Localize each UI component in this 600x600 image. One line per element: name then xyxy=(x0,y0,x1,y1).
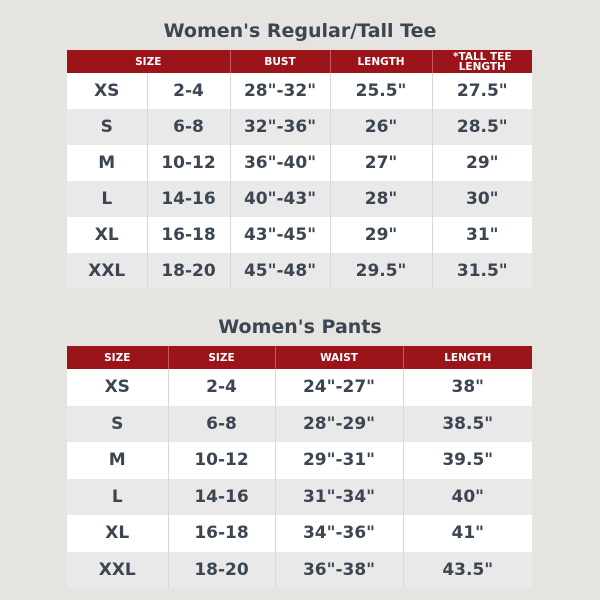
table-cell: 28"-32" xyxy=(229,73,331,109)
table-cell: XS xyxy=(67,369,168,406)
pants-chart-title: Women's Pants xyxy=(218,316,382,338)
table-row: M 10-12 36"-40" 27" 29" xyxy=(67,145,533,181)
table-cell: 18-20 xyxy=(146,253,231,289)
table-cell: S xyxy=(67,109,147,145)
header-size: SIZE xyxy=(67,346,168,369)
header-size-number: SIZE xyxy=(167,346,275,369)
table-cell: L xyxy=(67,478,168,515)
table-cell: 10-12 xyxy=(146,145,231,181)
table-row: XS 2-4 24"-27" 38" xyxy=(67,369,532,406)
table-cell: 34"-36" xyxy=(274,515,403,552)
table-cell: XXL xyxy=(67,253,147,289)
table-row: S 6-8 32"-36" 26" 28.5" xyxy=(67,109,533,145)
header-length: LENGTH xyxy=(329,50,433,73)
table-cell: XL xyxy=(67,217,147,253)
table-cell: 36"-40" xyxy=(229,145,331,181)
table-cell: 16-18 xyxy=(167,515,275,552)
table-cell: XXL xyxy=(67,551,168,588)
table-cell: 31.5" xyxy=(431,253,533,289)
table-cell: 38" xyxy=(402,369,532,406)
table-cell: 27.5" xyxy=(431,73,533,109)
pants-size-table: SIZE SIZE WAIST LENGTH XS 2-4 24"-27" 38" S 6… xyxy=(67,346,532,588)
table-cell: 28" xyxy=(329,181,433,217)
table-cell: 40" xyxy=(402,478,532,515)
table-cell: 31" xyxy=(431,217,533,253)
table-cell: 29"-31" xyxy=(274,442,403,479)
table-cell: 14-16 xyxy=(167,478,275,515)
table-header-row: SIZE SIZE WAIST LENGTH xyxy=(67,346,532,369)
table-cell: 40"-43" xyxy=(229,181,331,217)
table-cell: 36"-38" xyxy=(274,551,403,588)
table-cell: 30" xyxy=(431,181,533,217)
table-cell: XL xyxy=(67,515,168,552)
table-cell: 2-4 xyxy=(146,73,231,109)
table-cell: 18-20 xyxy=(167,551,275,588)
table-cell: 43.5" xyxy=(402,551,532,588)
header-bust: BUST xyxy=(229,50,331,73)
table-cell: 43"-45" xyxy=(229,217,331,253)
table-cell: 10-12 xyxy=(167,442,275,479)
table-cell: 39.5" xyxy=(402,442,532,479)
table-cell: 27" xyxy=(329,145,433,181)
table-cell: S xyxy=(67,405,168,442)
table-cell: 31"-34" xyxy=(274,478,403,515)
header-size: SIZE xyxy=(67,50,231,73)
table-cell: 29" xyxy=(329,217,433,253)
table-cell: 6-8 xyxy=(167,405,275,442)
table-cell: 2-4 xyxy=(167,369,275,406)
table-row: L 14-16 40"-43" 28" 30" xyxy=(67,181,533,217)
table-cell: 29" xyxy=(431,145,533,181)
table-cell: 28.5" xyxy=(431,109,533,145)
tee-size-table: SIZE BUST LENGTH *TALL TEE LENGTH XS 2-4 2… xyxy=(67,50,533,289)
table-header-row: SIZE BUST LENGTH *TALL TEE LENGTH xyxy=(67,50,533,73)
table-row: XL 16-18 34"-36" 41" xyxy=(67,515,532,552)
table-cell: 24"-27" xyxy=(274,369,403,406)
table-cell: 29.5" xyxy=(329,253,433,289)
header-waist: WAIST xyxy=(274,346,403,369)
table-cell: M xyxy=(67,442,168,479)
table-cell: 6-8 xyxy=(146,109,231,145)
header-length: LENGTH xyxy=(402,346,532,369)
table-row: S 6-8 28"-29" 38.5" xyxy=(67,405,532,442)
table-cell: 16-18 xyxy=(146,217,231,253)
table-row: M 10-12 29"-31" 39.5" xyxy=(67,442,532,479)
table-row: XXL 18-20 36"-38" 43.5" xyxy=(67,551,532,588)
table-cell: 38.5" xyxy=(402,405,532,442)
table-row: XS 2-4 28"-32" 25.5" 27.5" xyxy=(67,73,533,109)
table-cell: M xyxy=(67,145,147,181)
table-cell: 28"-29" xyxy=(274,405,403,442)
table-cell: 41" xyxy=(402,515,532,552)
table-cell: 32"-36" xyxy=(229,109,331,145)
table-row: XXL 18-20 45"-48" 29.5" 31.5" xyxy=(67,253,533,289)
table-cell: 14-16 xyxy=(146,181,231,217)
header-tall-length: *TALL TEE LENGTH xyxy=(431,50,533,73)
table-cell: 25.5" xyxy=(329,73,433,109)
table-cell: L xyxy=(67,181,147,217)
table-cell: 45"-48" xyxy=(229,253,331,289)
table-cell: 26" xyxy=(329,109,433,145)
table-cell: XS xyxy=(67,73,147,109)
table-row: XL 16-18 43"-45" 29" 31" xyxy=(67,217,533,253)
tee-chart-title: Women's Regular/Tall Tee xyxy=(163,20,437,42)
table-row: L 14-16 31"-34" 40" xyxy=(67,478,532,515)
